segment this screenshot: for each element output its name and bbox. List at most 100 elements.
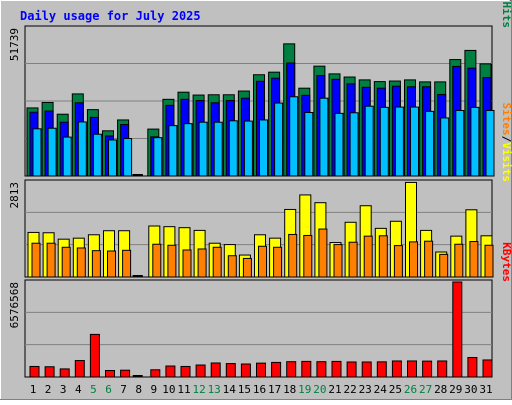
sites-bar (182, 249, 192, 278)
sites-bar (152, 243, 162, 278)
hits-legend: Pages/Files/Hits (500, 0, 512, 28)
day-label: 5 (90, 383, 97, 396)
day-label: 13 (208, 383, 221, 396)
sites-bar (46, 242, 56, 278)
pages-bar (379, 106, 389, 177)
day-label: 26 (404, 383, 417, 396)
pages-bar (259, 119, 268, 177)
visits-legend-item: Sites (500, 103, 512, 136)
hits-max-label: 51739 (8, 28, 21, 61)
pages-bar (168, 125, 178, 177)
pages-bar (123, 138, 133, 177)
day-label: 27 (419, 383, 432, 396)
kbytes-bar (467, 356, 478, 378)
kbytes-bar (180, 365, 191, 378)
day-label: 16 (253, 383, 266, 396)
day-label: 4 (75, 383, 82, 396)
day-label: 29 (449, 383, 462, 396)
kbytes-bar (361, 361, 372, 378)
kbytes-bar (105, 369, 115, 378)
kbytes-bar (391, 360, 402, 378)
day-label: 21 (328, 383, 341, 396)
pages-bar (62, 136, 72, 177)
day-label: 31 (479, 383, 492, 396)
kbytes-bar (256, 362, 266, 378)
sites-bar (91, 250, 101, 278)
day-label: 1 (30, 383, 37, 396)
day-label: 3 (60, 383, 67, 396)
pages-bar (183, 123, 193, 177)
sites-bar (318, 228, 328, 278)
sites-bar (484, 244, 494, 278)
kbytes-bar (452, 281, 463, 378)
hits-legend-item: Hits (500, 2, 512, 29)
pages-bar (410, 106, 419, 177)
sites-bar (167, 244, 177, 278)
kbytes-bar (210, 362, 221, 378)
kbytes-legend-item: KBytes (500, 242, 512, 282)
pages-bar (394, 106, 404, 177)
day-label: 28 (434, 383, 447, 396)
sites-bar (378, 235, 388, 278)
day-label: 10 (162, 383, 175, 396)
pages-bar (47, 127, 57, 177)
kbytes-bar (150, 369, 161, 378)
kbytes-bar (422, 360, 433, 378)
sites-bar (107, 250, 116, 278)
kbytes-bar (225, 363, 236, 378)
day-label: 18 (283, 383, 296, 396)
kbytes-bar (29, 365, 40, 378)
day-label: 6 (105, 383, 112, 396)
pages-bar (228, 120, 238, 177)
day-label: 8 (135, 383, 142, 396)
pages-bar (32, 128, 42, 177)
pages-bar (274, 102, 284, 177)
sites-bar (454, 243, 464, 278)
pages-bar (92, 133, 102, 177)
kbytes-bar (376, 361, 387, 378)
kbytes-legend: KBytes (500, 242, 512, 282)
pages-bar (364, 105, 374, 177)
sites-bar (393, 245, 403, 278)
pages-bar (243, 120, 253, 177)
sites-bar (303, 234, 313, 278)
day-label: 14 (223, 383, 237, 396)
pages-bar (153, 137, 163, 177)
sites-bar (469, 241, 479, 278)
pages-bar (455, 109, 465, 177)
pages-bar (425, 110, 435, 177)
sites-bar (288, 233, 298, 278)
sites-bar (258, 245, 267, 278)
pages-bar (304, 111, 314, 177)
day-label: 22 (343, 383, 356, 396)
sites-bar (197, 248, 207, 278)
hits-panel: 51739 Pages/Files/Hits (8, 0, 512, 177)
kbytes-bar (316, 361, 327, 378)
day-label: 24 (374, 383, 388, 396)
kbytes-bar (120, 369, 131, 378)
kbytes-bar (74, 360, 85, 378)
day-label: 2 (45, 383, 52, 396)
kbytes-bar (482, 359, 493, 378)
pages-bar (319, 97, 329, 177)
pages-bar (198, 121, 208, 177)
day-label: 25 (389, 383, 402, 396)
day-label: 9 (150, 383, 157, 396)
sites-bar (31, 242, 41, 278)
kbytes-panel: 6576568 KBytes (8, 242, 512, 378)
pages-bar (334, 112, 344, 177)
day-label: 12 (192, 383, 205, 396)
sites-bar (212, 246, 222, 278)
pages-bar (470, 106, 480, 177)
day-label: 19 (298, 383, 311, 396)
visits-legend-item: / (500, 136, 512, 143)
day-label: 17 (268, 383, 281, 396)
chart-title: Daily usage for July 2025 (20, 9, 201, 23)
day-label: 15 (238, 383, 251, 396)
sites-bar (76, 247, 86, 278)
pages-bar (349, 112, 359, 177)
day-label: 20 (313, 383, 326, 396)
pages-bar (77, 121, 87, 177)
day-label: 7 (120, 383, 127, 396)
pages-bar (213, 121, 223, 177)
